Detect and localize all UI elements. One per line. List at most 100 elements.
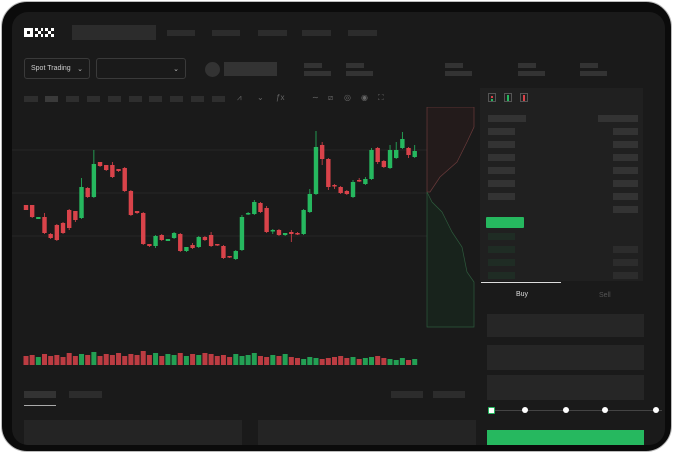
line-icon[interactable]: ∼ [312, 93, 319, 102]
ask-row[interactable] [488, 128, 515, 135]
buy-submit-button[interactable] [487, 430, 644, 445]
volume-bar [406, 360, 412, 365]
ask-row[interactable] [488, 193, 515, 200]
fullscreen-icon[interactable]: ⛶ [378, 93, 384, 102]
ruler-icon[interactable]: ⧄ [328, 93, 334, 102]
bid-row[interactable] [613, 272, 638, 279]
volume-bar [190, 354, 196, 365]
candle [42, 217, 47, 233]
candle [165, 239, 171, 241]
volume-bar [257, 356, 263, 365]
ask-row[interactable] [613, 154, 638, 161]
volume-bar [208, 354, 214, 365]
candle [85, 188, 90, 197]
volume-bar [214, 356, 220, 365]
volume-bar [227, 357, 233, 365]
candle [23, 205, 29, 210]
volume-bar [356, 359, 362, 365]
book-view-asks-icon[interactable] [520, 93, 528, 102]
volume-bar [369, 357, 375, 365]
tab-buy[interactable]: Buy [516, 291, 529, 298]
fx-icon[interactable]: ƒx [276, 93, 285, 102]
volume-bar [282, 354, 288, 365]
candle [178, 234, 183, 251]
tab-sell[interactable]: Sell [599, 292, 611, 299]
volume-bar [109, 355, 115, 365]
slider-step[interactable] [653, 407, 659, 413]
candle [270, 230, 275, 232]
candle [307, 194, 313, 212]
nav-item[interactable] [258, 30, 287, 36]
candle [128, 191, 134, 215]
nav-item[interactable] [302, 30, 331, 36]
filter-button[interactable] [391, 391, 423, 398]
ask-row[interactable] [488, 154, 515, 161]
volume-bar [134, 355, 140, 365]
bid-row[interactable] [613, 259, 638, 266]
ask-row[interactable] [613, 193, 638, 200]
nav-item[interactable] [212, 30, 240, 36]
bid-row[interactable] [488, 233, 515, 240]
order-book-header[interactable] [598, 115, 638, 122]
market-type-dropdown[interactable]: Spot Trading ⌄ [24, 58, 90, 79]
nav-item[interactable] [348, 30, 377, 36]
chart-type-icon[interactable]: ⌄ [257, 93, 264, 102]
slider-step[interactable] [563, 407, 569, 413]
ask-row[interactable] [613, 206, 638, 213]
search-bar[interactable] [72, 25, 156, 40]
ask-row[interactable] [488, 180, 515, 187]
ask-row[interactable] [613, 180, 638, 187]
volume-bar [393, 360, 399, 365]
volume-bar [270, 355, 276, 365]
book-view-bids-icon[interactable] [504, 93, 512, 102]
candle [239, 217, 245, 250]
tab-open-orders[interactable] [24, 391, 56, 398]
volume-bar [196, 355, 202, 365]
coin-icon [205, 62, 220, 77]
ask-row[interactable] [613, 128, 638, 135]
volume-bar [116, 353, 122, 365]
bid-row[interactable] [488, 259, 515, 266]
slider-handle[interactable] [488, 407, 495, 414]
settings-icon[interactable]: ◉ [361, 93, 368, 102]
volume-bar [387, 359, 393, 365]
ask-row[interactable] [488, 141, 515, 148]
candle [276, 230, 282, 235]
candle [202, 237, 208, 240]
slider-step[interactable] [522, 407, 528, 413]
indicator-icon[interactable]: ⩘ [237, 93, 242, 102]
bid-row[interactable] [488, 272, 515, 279]
filter-button[interactable] [433, 391, 465, 398]
candlestick-chart[interactable] [12, 107, 482, 377]
pair-dropdown[interactable]: ⌄ [96, 58, 186, 79]
okx-logo[interactable] [24, 28, 55, 37]
ask-row[interactable] [613, 167, 638, 174]
slider-step[interactable] [602, 407, 608, 413]
total-input[interactable] [487, 375, 644, 400]
candle [208, 235, 214, 246]
candle [313, 147, 319, 194]
candle [369, 150, 374, 179]
candle [29, 205, 35, 217]
volume-bar [177, 353, 183, 365]
leverage-slider-track[interactable] [492, 410, 662, 411]
price-input[interactable] [487, 314, 644, 337]
amount-input[interactable] [487, 345, 644, 370]
candle [147, 244, 152, 246]
candle [264, 208, 269, 232]
candle [227, 256, 232, 258]
candle [159, 235, 164, 240]
bid-row[interactable] [613, 246, 638, 253]
candle [233, 251, 238, 259]
volume-bar [122, 356, 128, 365]
volume-bar [412, 359, 418, 365]
camera-icon[interactable]: ◎ [344, 93, 351, 102]
nav-item[interactable] [167, 30, 195, 36]
volume-bar [319, 359, 325, 365]
ask-row[interactable] [488, 167, 515, 174]
book-view-both-icon[interactable] [488, 93, 496, 102]
order-book-header[interactable] [488, 115, 526, 122]
bid-row[interactable] [488, 246, 515, 253]
tab-order-history[interactable] [69, 391, 102, 398]
ask-row[interactable] [613, 141, 638, 148]
